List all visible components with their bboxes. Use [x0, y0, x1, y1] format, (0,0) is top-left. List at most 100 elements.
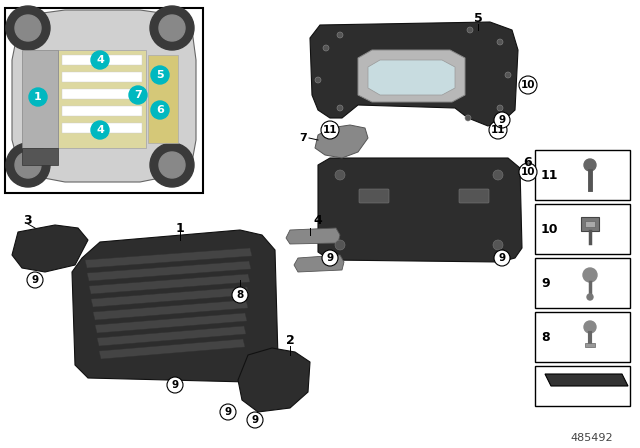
Circle shape [335, 240, 345, 250]
Text: 485492: 485492 [571, 433, 613, 443]
Circle shape [150, 6, 194, 50]
Circle shape [159, 152, 185, 178]
Circle shape [323, 45, 329, 51]
Text: 4: 4 [314, 214, 323, 227]
Circle shape [151, 66, 169, 84]
Text: 11: 11 [541, 168, 559, 181]
Text: 4: 4 [96, 125, 104, 135]
Polygon shape [12, 225, 88, 272]
Circle shape [315, 77, 321, 83]
FancyBboxPatch shape [62, 106, 142, 116]
Text: 9: 9 [172, 380, 179, 390]
Text: 7: 7 [134, 90, 142, 100]
Circle shape [220, 404, 236, 420]
Text: 10: 10 [521, 167, 535, 177]
Text: 5: 5 [474, 12, 483, 25]
Circle shape [584, 159, 596, 171]
FancyBboxPatch shape [535, 366, 630, 406]
FancyBboxPatch shape [535, 150, 630, 200]
Circle shape [167, 377, 183, 393]
Circle shape [497, 39, 503, 45]
Circle shape [15, 15, 41, 41]
Circle shape [129, 86, 147, 104]
Polygon shape [91, 287, 249, 307]
Circle shape [587, 294, 593, 300]
Text: 5: 5 [156, 70, 164, 80]
Circle shape [497, 105, 503, 111]
Circle shape [6, 6, 50, 50]
Circle shape [465, 115, 471, 121]
FancyBboxPatch shape [62, 72, 142, 82]
Circle shape [337, 105, 343, 111]
Circle shape [232, 287, 248, 303]
Text: 9: 9 [31, 275, 38, 285]
Circle shape [321, 121, 339, 139]
Text: 9: 9 [225, 407, 232, 417]
Circle shape [150, 143, 194, 187]
Text: 1: 1 [175, 221, 184, 234]
Circle shape [493, 240, 503, 250]
Circle shape [91, 121, 109, 139]
Text: 1: 1 [34, 92, 42, 102]
Text: 3: 3 [24, 214, 32, 227]
Text: 10: 10 [541, 223, 559, 236]
Text: 10: 10 [521, 80, 535, 90]
Polygon shape [97, 326, 246, 346]
Circle shape [519, 163, 537, 181]
FancyBboxPatch shape [58, 50, 146, 148]
Polygon shape [85, 248, 252, 268]
Text: 7: 7 [299, 133, 307, 143]
Circle shape [337, 32, 343, 38]
FancyBboxPatch shape [535, 258, 630, 308]
Polygon shape [99, 339, 245, 359]
Circle shape [151, 101, 169, 119]
Polygon shape [95, 313, 247, 333]
Polygon shape [72, 230, 278, 382]
Circle shape [335, 170, 345, 180]
Polygon shape [315, 125, 368, 158]
Circle shape [493, 170, 503, 180]
Circle shape [584, 321, 596, 333]
Polygon shape [87, 261, 251, 281]
Polygon shape [89, 274, 250, 294]
Circle shape [29, 88, 47, 106]
Text: 6: 6 [156, 105, 164, 115]
Polygon shape [318, 158, 522, 262]
Polygon shape [368, 60, 455, 95]
FancyBboxPatch shape [148, 55, 178, 143]
FancyBboxPatch shape [62, 123, 142, 133]
Text: 9: 9 [541, 276, 550, 289]
FancyBboxPatch shape [359, 189, 389, 203]
Circle shape [27, 272, 43, 288]
Text: 9: 9 [326, 253, 333, 263]
Circle shape [494, 250, 510, 266]
Text: 8: 8 [541, 331, 550, 344]
Circle shape [494, 112, 510, 128]
Text: 11: 11 [323, 125, 337, 135]
Circle shape [159, 15, 185, 41]
Text: 9: 9 [499, 115, 506, 125]
FancyBboxPatch shape [535, 312, 630, 362]
FancyBboxPatch shape [585, 343, 595, 347]
Polygon shape [93, 300, 248, 320]
Text: 11: 11 [491, 125, 505, 135]
FancyBboxPatch shape [5, 8, 203, 193]
Circle shape [15, 152, 41, 178]
Circle shape [583, 268, 597, 282]
Polygon shape [294, 255, 344, 272]
Text: 9: 9 [499, 253, 506, 263]
Polygon shape [12, 10, 196, 182]
FancyBboxPatch shape [62, 55, 142, 65]
Polygon shape [238, 348, 310, 412]
FancyBboxPatch shape [585, 221, 595, 227]
Text: 8: 8 [236, 290, 244, 300]
Circle shape [467, 27, 473, 33]
Circle shape [91, 51, 109, 69]
Polygon shape [310, 22, 518, 126]
Polygon shape [286, 228, 340, 244]
Polygon shape [358, 50, 465, 102]
Circle shape [322, 250, 338, 266]
Circle shape [489, 121, 507, 139]
Polygon shape [22, 148, 58, 165]
Text: 2: 2 [285, 333, 294, 346]
